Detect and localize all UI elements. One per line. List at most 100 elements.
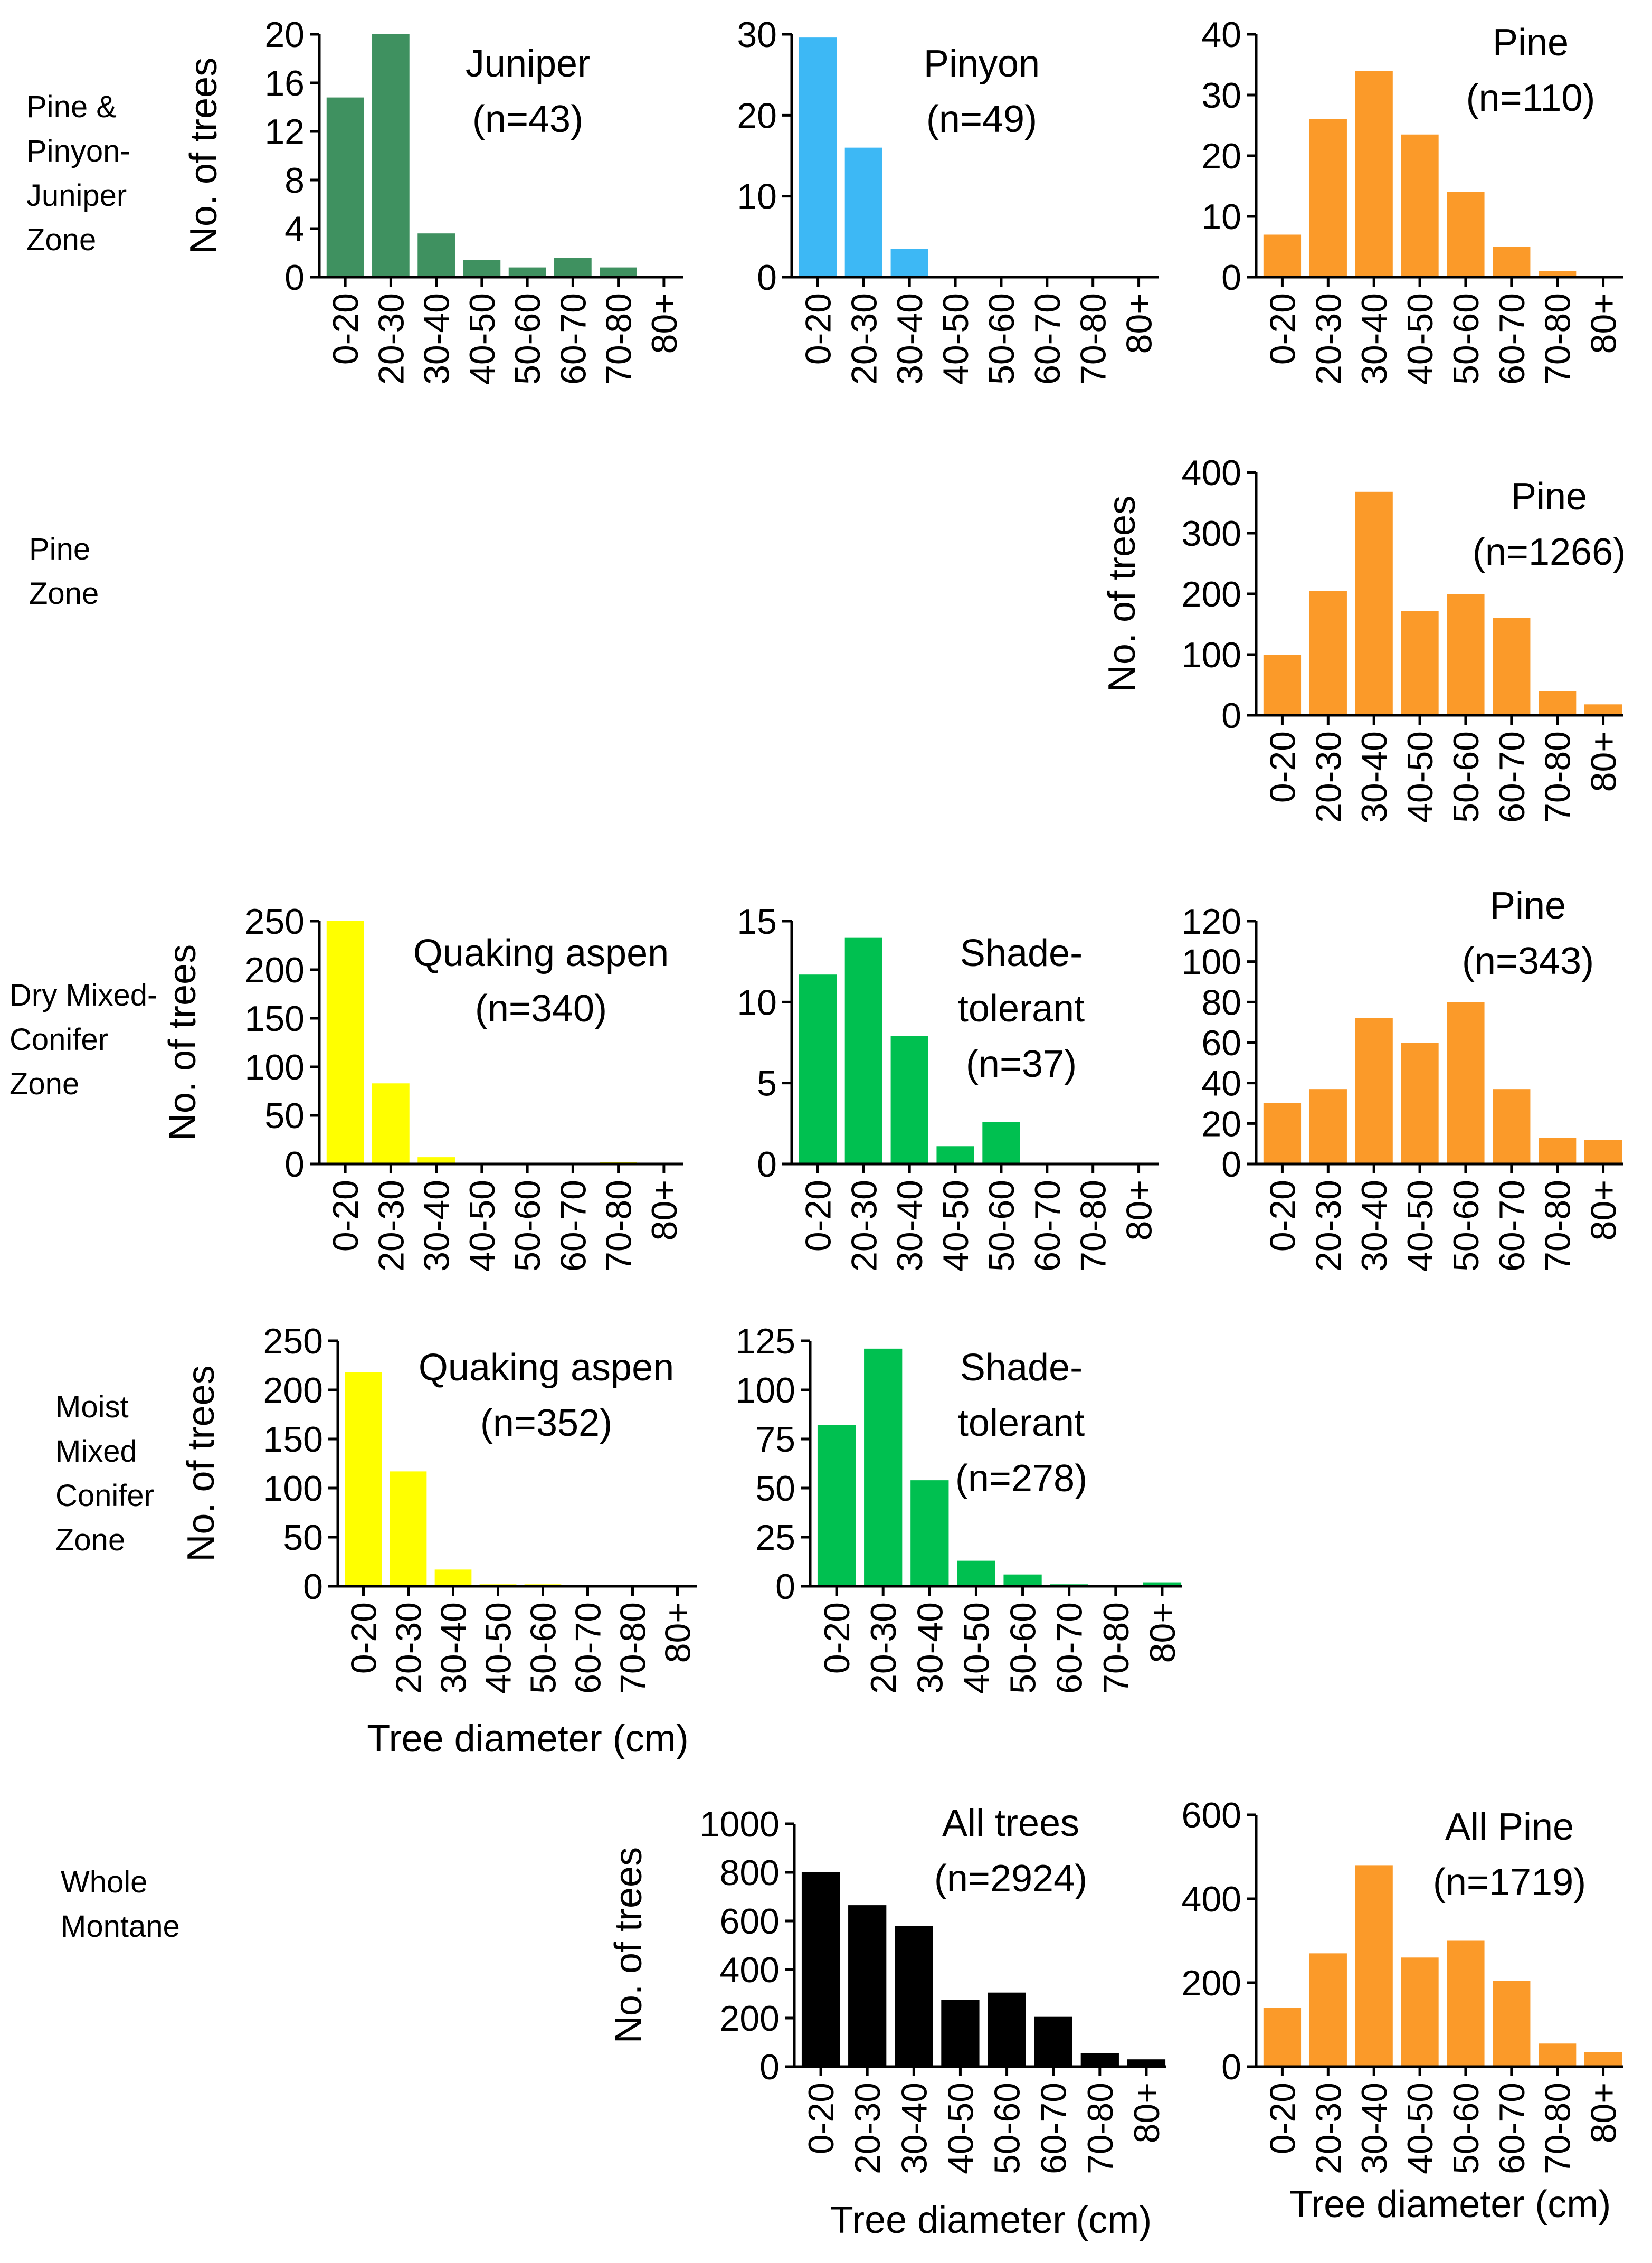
bar-20-30 <box>844 937 882 1164</box>
bar-20-30 <box>1309 119 1347 277</box>
x-tick-label: 50-60 <box>508 293 548 385</box>
y-tick-label: 0 <box>757 258 777 298</box>
y-tick-label: 40 <box>1201 15 1241 55</box>
bar-40-50 <box>1401 611 1439 715</box>
panel-title-line: (n=352) <box>480 1402 612 1444</box>
bar-80+ <box>1584 1140 1622 1164</box>
x-tick-label: 0-20 <box>1262 1180 1303 1252</box>
y-tick-label: 60 <box>1201 1023 1241 1063</box>
y-tick-label: 0 <box>1221 258 1241 298</box>
y-tick-label: 100 <box>1182 635 1241 675</box>
bar-80+ <box>1584 2052 1622 2067</box>
bar-20-30 <box>1309 591 1347 715</box>
x-tick-label: 60-70 <box>1492 1180 1532 1272</box>
x-tick-label: 50-60 <box>508 1180 548 1272</box>
y-tick-label: 100 <box>245 1047 305 1087</box>
bar-0-20 <box>817 1425 856 1586</box>
panel-title-line: tolerant <box>958 1402 1085 1444</box>
y-tick-label: 50 <box>264 1096 305 1136</box>
bar-20-30 <box>1309 1953 1347 2067</box>
y-tick-label: 200 <box>1182 1963 1241 2003</box>
y-tick-label: 10 <box>737 177 777 217</box>
x-tick-label: 50-60 <box>1446 293 1486 385</box>
y-axis-title: No. of trees <box>162 944 204 1141</box>
bar-50-60 <box>1447 1002 1485 1164</box>
y-tick-label: 0 <box>303 1567 323 1607</box>
x-tick-label: 20-30 <box>844 1180 884 1272</box>
y-tick-label: 8 <box>284 160 305 201</box>
y-tick-label: 100 <box>263 1469 323 1509</box>
bar-30-40 <box>417 233 455 277</box>
zone-label-pine: Pine Zone <box>29 532 99 611</box>
y-tick-label: 0 <box>775 1567 795 1607</box>
panel-title-line: Pine <box>1490 885 1566 927</box>
x-tick-label: 70-80 <box>1074 293 1114 385</box>
chart-panel-pj-pine: 0 10 20 30 40 0-20 20-30 30-40 40-50 50-60 60-70 70… <box>1201 15 1623 385</box>
bar-30-40 <box>417 1157 455 1164</box>
x-tick-label: 60-70 <box>568 1602 609 1694</box>
y-tick-label: 50 <box>283 1518 323 1558</box>
x-tick-label: 40-50 <box>462 293 502 385</box>
zone-label-line: Zone <box>29 576 99 611</box>
panel-title-line: Pine <box>1511 476 1587 518</box>
bar-40-50 <box>1401 134 1439 277</box>
y-tick-label: 200 <box>720 1999 780 2039</box>
y-tick-label: 400 <box>720 1950 780 1990</box>
y-tick-label: 20 <box>737 96 777 136</box>
x-tick-label: 40-50 <box>1400 293 1440 385</box>
y-tick-label: 50 <box>755 1469 795 1509</box>
x-tick-label: 50-60 <box>988 2082 1028 2174</box>
bar-60-70 <box>1493 618 1531 715</box>
x-tick-label: 20-30 <box>1308 293 1349 385</box>
y-tick-label: 40 <box>1201 1064 1241 1104</box>
bar-60-70 <box>1493 247 1531 277</box>
x-axis-title: Tree diameter (cm) <box>1289 2183 1611 2226</box>
panel-title-line: (n=110) <box>1466 77 1596 119</box>
zone-label-line: Juniper <box>26 178 127 213</box>
y-tick-label: 400 <box>1182 453 1241 493</box>
y-tick-label: 0 <box>284 1144 305 1185</box>
y-tick-label: 600 <box>1182 1795 1241 1835</box>
x-tick-label: 80+ <box>1584 1180 1624 1241</box>
x-tick-label: 40-50 <box>462 1180 502 1272</box>
x-tick-label: 30-40 <box>894 2082 934 2174</box>
x-tick-label: 30-40 <box>1354 731 1394 823</box>
bar-20-30 <box>864 1348 903 1586</box>
bar-50-60 <box>1447 192 1485 277</box>
y-tick-label: 0 <box>284 258 305 298</box>
zone-label-line: Dry Mixed- <box>10 978 157 1012</box>
y-tick-label: 5 <box>757 1064 777 1104</box>
x-tick-label: 40-50 <box>936 1180 976 1272</box>
bar-30-40 <box>1355 71 1393 277</box>
x-tick-label: 60-70 <box>1034 2082 1074 2174</box>
chart-panel-dmc-shade: 0 5 10 15 0-20 20-30 30-40 40-50 50-60 60-70 70-80… <box>737 902 1159 1272</box>
x-tick-label: 20-30 <box>863 1602 904 1694</box>
x-axis-title: Tree diameter (cm) <box>367 1718 688 1760</box>
y-tick-label: 12 <box>264 112 305 152</box>
x-tick-label: 60-70 <box>1492 731 1532 823</box>
y-tick-label: 100 <box>736 1370 795 1410</box>
x-tick-label: 70-80 <box>1538 731 1578 823</box>
bar-70-80 <box>1539 2043 1577 2067</box>
bar-0-20 <box>1263 655 1302 715</box>
x-tick-label: 70-80 <box>1538 293 1578 385</box>
y-tick-label: 0 <box>759 2047 780 2087</box>
zone-label-line: Whole <box>61 1865 147 1899</box>
x-tick-label: 30-40 <box>434 1602 474 1694</box>
y-tick-label: 300 <box>1182 514 1241 554</box>
x-tick-label: 70-80 <box>1080 2082 1121 2174</box>
panel-title-line: (n=340) <box>475 988 607 1030</box>
bar-50-60 <box>508 267 546 277</box>
zone-label-mmc: Moist Mixed Conifer Zone <box>55 1390 154 1557</box>
x-tick-label: 0-20 <box>801 2082 841 2154</box>
x-tick-label: 20-30 <box>1308 731 1349 823</box>
x-tick-label: 60-70 <box>1050 1602 1090 1694</box>
y-tick-label: 20 <box>264 15 305 55</box>
x-tick-label: 40-50 <box>1400 1180 1440 1272</box>
x-tick-label: 70-80 <box>599 1180 639 1272</box>
panel-title-line: (n=343) <box>1462 940 1594 982</box>
y-axis-title: No. of trees <box>607 1847 650 2043</box>
x-tick-label: 0-20 <box>1262 293 1303 365</box>
panel-title-line: (n=43) <box>472 98 583 140</box>
